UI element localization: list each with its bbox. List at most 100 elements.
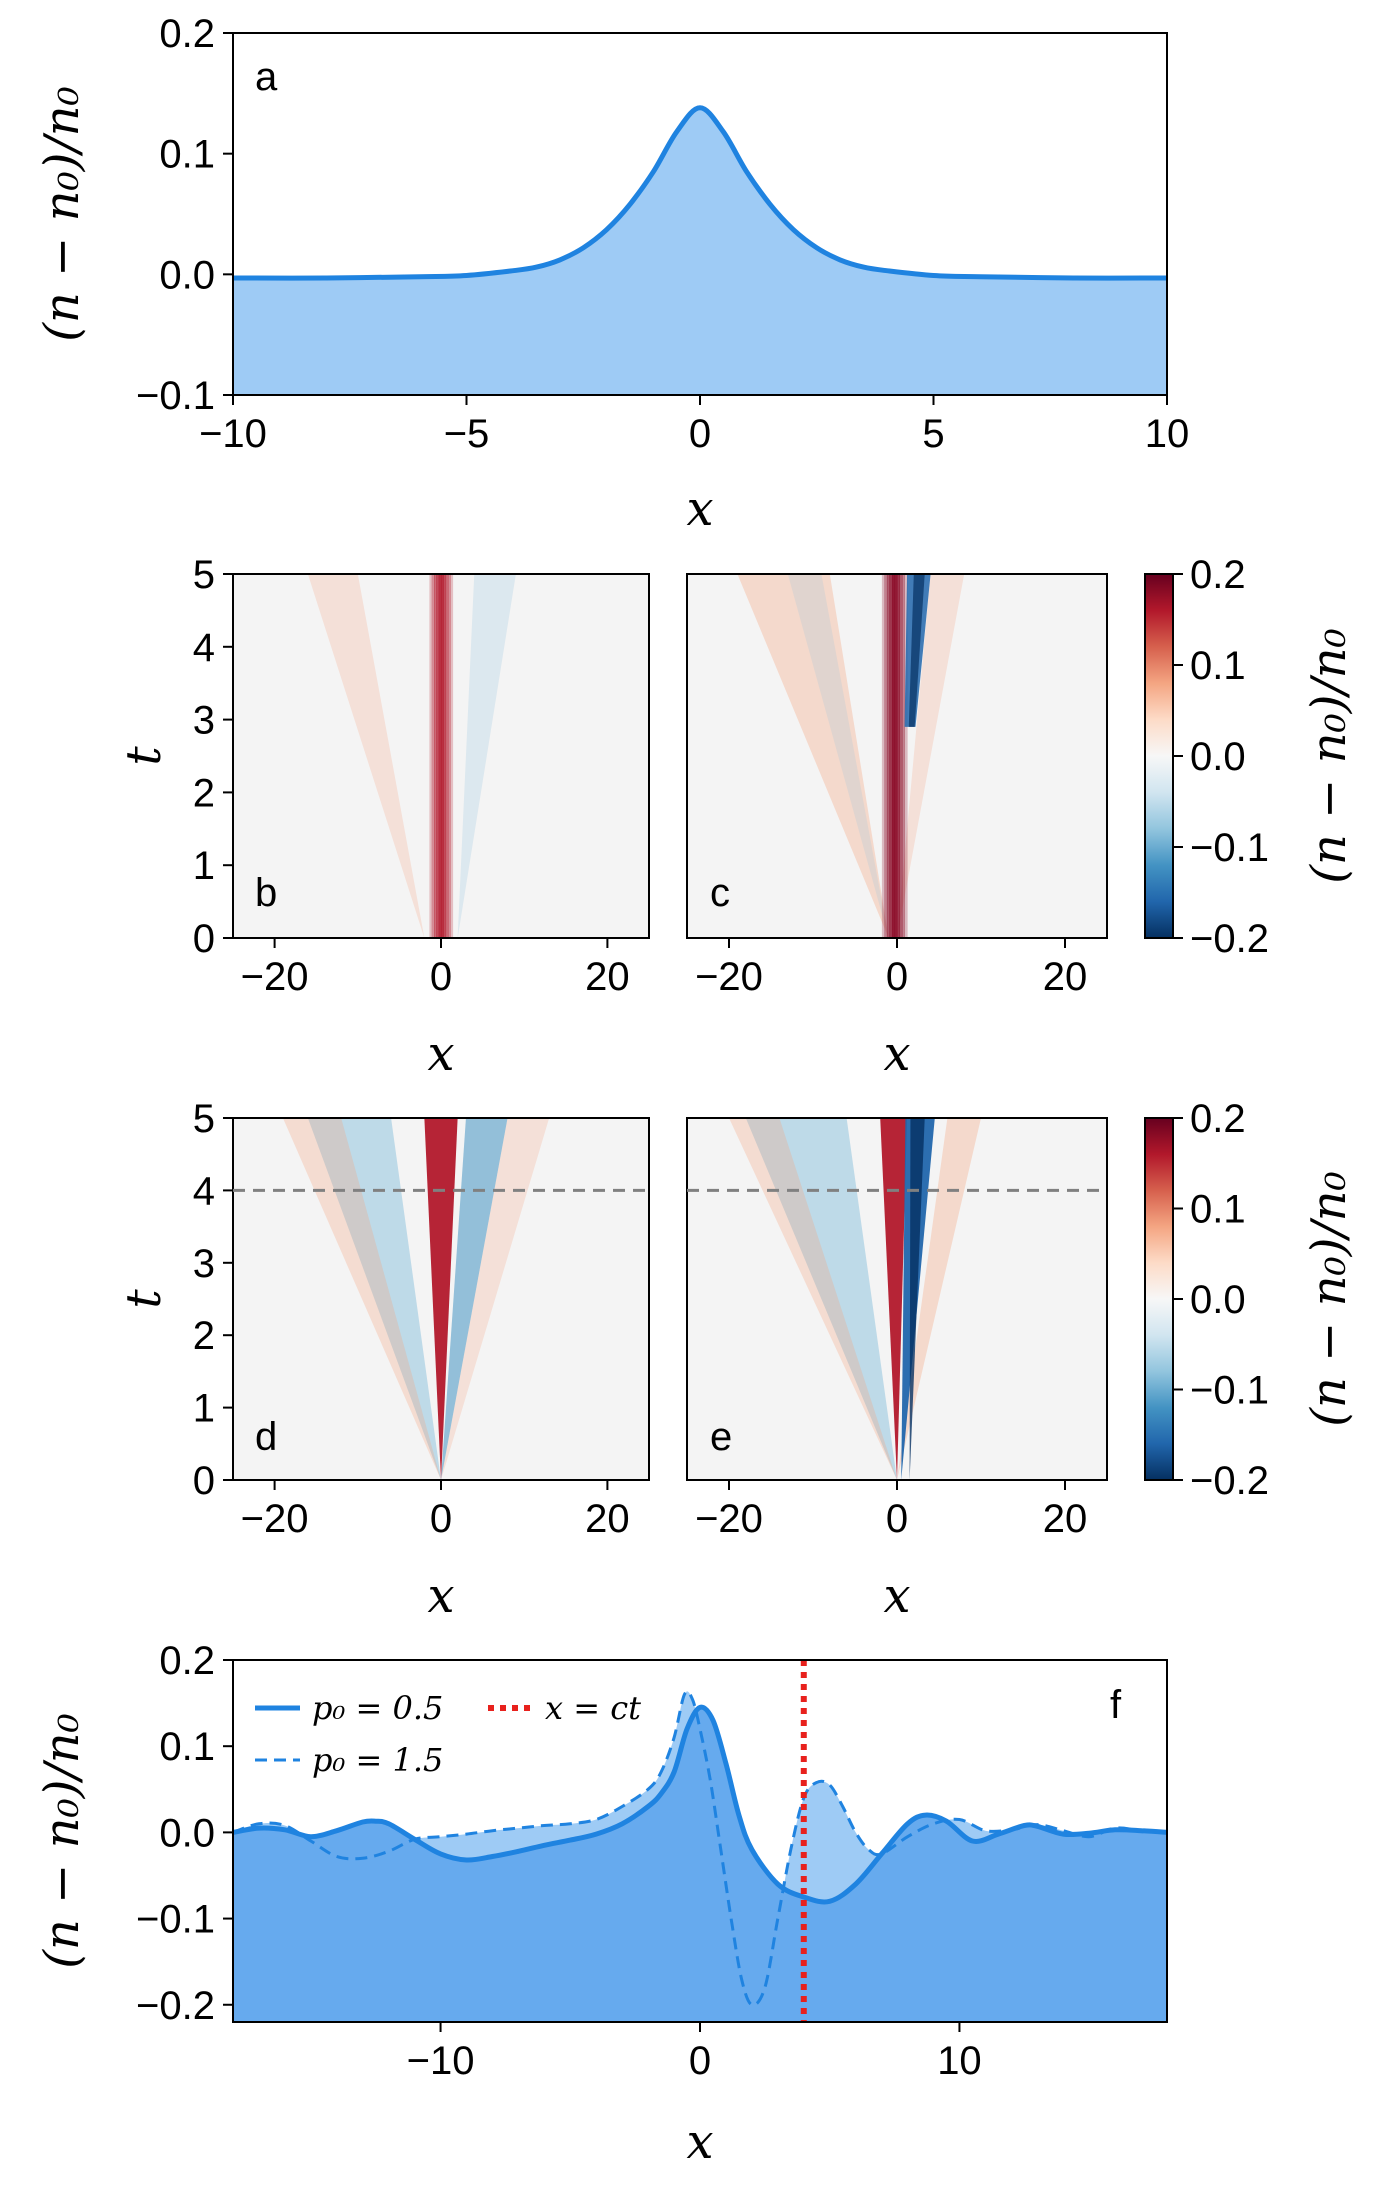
panel-b-xlabel: x bbox=[427, 1026, 454, 1082]
panel-e-heatmap: e bbox=[686, 1117, 1108, 1481]
colorbar-tick-label: 0.0 bbox=[1190, 735, 1246, 779]
panel-d-ylabel: t bbox=[116, 1289, 172, 1309]
panel-c-heatmap: c bbox=[686, 573, 1108, 939]
heatmap-core bbox=[897, 574, 900, 938]
colorbar-bottom: (n − n₀)/n₀ bbox=[1144, 1117, 1357, 1481]
panel-a-xtick-label: 0 bbox=[689, 412, 711, 456]
heatmap-blue-core-dark bbox=[908, 574, 925, 727]
panel-d-xtick-label: 0 bbox=[430, 1497, 452, 1541]
panel-f-xtick-label: 10 bbox=[937, 2039, 982, 2083]
heatmap-left-wing bbox=[307, 574, 425, 938]
panel-d-ytick-label: 2 bbox=[193, 1314, 215, 1358]
panel-f-area-p05 bbox=[233, 1707, 1167, 2022]
panel-f-ytick-label: 0.2 bbox=[159, 1639, 215, 1683]
legend-solid-label: p₀ = 0.5 bbox=[312, 1689, 443, 1727]
panel-d-ytick-label: 4 bbox=[193, 1169, 215, 1213]
legend-dashed-label: p₀ = 1.5 bbox=[312, 1741, 443, 1779]
panel-d-canvas bbox=[233, 1118, 649, 1480]
heatmap-core bbox=[886, 574, 890, 938]
panel-a-letter: a bbox=[255, 55, 278, 99]
colorbar-bottom-bar bbox=[1144, 1117, 1174, 1481]
colorbar-tick-label: −0.1 bbox=[1190, 1369, 1269, 1413]
panel-b-canvas bbox=[233, 574, 649, 938]
heatmap-left-wing-red bbox=[729, 1118, 897, 1480]
panel-e-xtick-label: 0 bbox=[886, 1497, 908, 1541]
panel-c-canvas bbox=[687, 574, 1107, 938]
panel-f-ytick-label: −0.2 bbox=[136, 1984, 215, 2028]
panel-b-ytick-label: 1 bbox=[193, 844, 215, 888]
heatmap-core bbox=[899, 574, 903, 938]
colorbar-tick-label: −0.2 bbox=[1190, 917, 1269, 961]
panel-a-xtick-label: 5 bbox=[922, 412, 944, 456]
panel-d-letter: d bbox=[255, 1415, 277, 1459]
panel-c-xtick-label: −20 bbox=[695, 955, 763, 999]
heatmap-right-wing bbox=[897, 574, 965, 938]
heatmap-core bbox=[441, 574, 444, 938]
panel-e-canvas bbox=[687, 1118, 1107, 1480]
panel-b-xtick-label: −20 bbox=[241, 955, 309, 999]
panel-e-xtick-label: 20 bbox=[1043, 1497, 1088, 1541]
panel-f-xtick-label: 0 bbox=[689, 2039, 711, 2083]
heatmap-core bbox=[904, 574, 908, 938]
panel-f-curve-p15 bbox=[232, 1689, 1168, 2007]
panel-b-ytick-label: 5 bbox=[193, 553, 215, 597]
panel-f-ylabel: (n − n₀)/n₀ bbox=[34, 1713, 90, 1969]
panel-f-ytick-label: 0.0 bbox=[159, 1811, 215, 1855]
heatmap-core bbox=[438, 574, 442, 938]
panel-e-xlabel: x bbox=[883, 1568, 910, 1624]
panel-b-letter: b bbox=[255, 871, 277, 915]
heatmap-core bbox=[434, 574, 437, 938]
panel-e-letter: e bbox=[710, 1415, 732, 1459]
panel-a-ytick-label: 0.2 bbox=[159, 12, 215, 56]
panel-f-legend: p₀ = 0.5 p₀ = 1.5 x = ct bbox=[255, 1689, 641, 1779]
panel-a-line-chart: a −10 −5 0 5 10 −0.1 0.0 0.1 0.2 x (n − n₀)/n₀ bbox=[34, 12, 1189, 537]
panel-d-heatmap: d bbox=[232, 1117, 650, 1481]
colorbar-tick-label: −0.2 bbox=[1190, 1459, 1269, 1503]
heatmap-core bbox=[894, 574, 898, 938]
colorbar-tick-label: −0.1 bbox=[1190, 826, 1269, 870]
heatmap-right-wing bbox=[457, 574, 516, 938]
panel-b-ytick-label: 4 bbox=[193, 626, 215, 670]
heatmap-left-wing bbox=[307, 1118, 441, 1480]
panel-a-xtick-label: 10 bbox=[1145, 412, 1190, 456]
panel-d-ytick-label: 5 bbox=[193, 1097, 215, 1141]
panel-a-area bbox=[233, 107, 1167, 396]
panel-c-xlabel: x bbox=[883, 1026, 910, 1082]
panel-a-ytick-label: −0.1 bbox=[136, 374, 215, 418]
heatmap-right-wing-red bbox=[897, 1118, 981, 1480]
panel-f-letter: f bbox=[1110, 1683, 1122, 1727]
panel-f-curve-p05 bbox=[232, 1704, 1168, 1905]
legend-dotted-label: x = ct bbox=[545, 1689, 641, 1727]
panel-b-ytick-label: 2 bbox=[193, 771, 215, 815]
heatmap-core bbox=[443, 574, 447, 938]
panel-b-ytick-label: 0 bbox=[193, 917, 215, 961]
panel-a-curve bbox=[232, 105, 1168, 281]
panel-e-xtick-label: −20 bbox=[695, 1497, 763, 1541]
colorbar-top-label: (n − n₀)/n₀ bbox=[1301, 628, 1357, 884]
heatmap-blue-core-dark bbox=[909, 1118, 925, 1480]
panel-f-ytick-label: 0.1 bbox=[159, 1725, 215, 1769]
colorbar-tick-label: 0.0 bbox=[1190, 1278, 1246, 1322]
heatmap-core bbox=[889, 574, 893, 938]
heatmap-core bbox=[884, 574, 888, 938]
colorbar-top-bar bbox=[1144, 573, 1174, 939]
panel-a-xtick-label: −10 bbox=[199, 412, 267, 456]
heatmap-core bbox=[450, 574, 454, 938]
panel-a-ytick-label: 0.0 bbox=[159, 253, 215, 297]
heatmap-core bbox=[902, 574, 905, 938]
panel-c-xtick-label: 20 bbox=[1043, 955, 1088, 999]
colorbar-top: (n − n₀)/n₀ bbox=[1144, 573, 1357, 939]
panel-b-xtick-label: 20 bbox=[585, 955, 630, 999]
colorbar-tick-label: 0.2 bbox=[1190, 1097, 1246, 1141]
colorbar-bottom-label: (n − n₀)/n₀ bbox=[1301, 1171, 1357, 1427]
panel-d-ytick-label: 3 bbox=[193, 1242, 215, 1286]
panel-d-xtick-label: 20 bbox=[585, 1497, 630, 1541]
heatmap-core bbox=[448, 574, 451, 938]
panel-c-letter: c bbox=[710, 871, 730, 915]
panel-b-heatmap: b bbox=[232, 573, 650, 939]
panel-f-line-chart: f p₀ = 0.5 p₀ = 1.5 x = ct −10 0 10 −0.2 −0… bbox=[34, 1639, 1168, 2170]
panel-d-xtick-label: −20 bbox=[241, 1497, 309, 1541]
panel-a-ylabel: (n − n₀)/n₀ bbox=[34, 86, 90, 342]
panel-a-xlabel: x bbox=[686, 481, 713, 537]
